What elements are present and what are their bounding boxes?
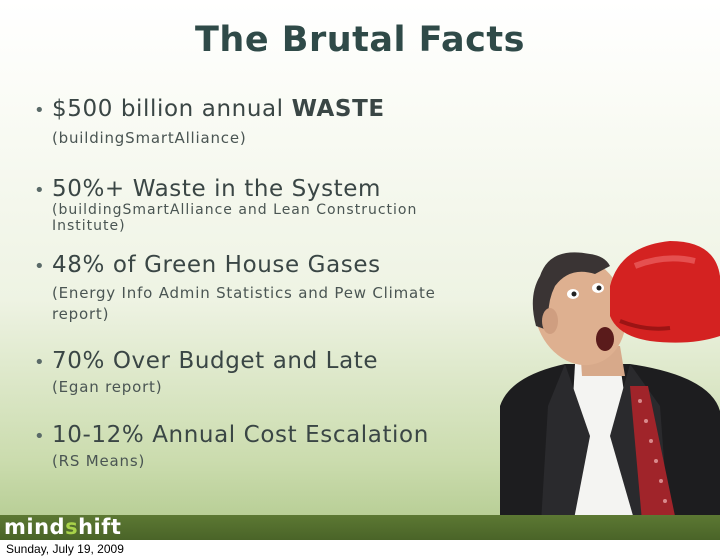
bullet-source: (buildingSmartAlliance and Lean Construc… [52, 202, 418, 234]
bullet-dot: • [34, 256, 45, 277]
slide-title: The Brutal Facts [195, 20, 525, 60]
bullet-dot: • [34, 352, 45, 373]
logo-text-part: hift [78, 515, 122, 539]
bullet-source: (Egan report) [52, 378, 163, 396]
bullet-dot: • [34, 100, 45, 121]
logo-text-part: mind [4, 515, 66, 539]
bullet-main-text: 50%+ Waste in the System [52, 176, 382, 202]
bullet-waste: • $500 billion annual WASTE (buildingSma… [34, 96, 385, 149]
bullet-greenhouse: • 48% of Green House Gases (Energy Info … [34, 252, 454, 325]
bullet-source: (Energy Info Admin Statistics and Pew Cl… [52, 284, 436, 323]
bullet-main-text: 10-12% Annual Cost Escalation [52, 422, 429, 448]
slide: The Brutal Facts • $500 billion annual W… [0, 0, 720, 540]
bullet-source: (buildingSmartAlliance) [52, 129, 247, 147]
bullet-dot: • [34, 180, 45, 201]
bullet-main-strong: WASTE [291, 96, 385, 122]
boxer-punch-photo [500, 241, 720, 540]
footer-band: mindshift [0, 515, 720, 540]
bullet-dot: • [34, 426, 45, 447]
footer-date: Sunday, July 19, 2009 [6, 542, 124, 556]
bullet-main-text: $500 billion annual [52, 96, 292, 122]
logo-text-accent: s [65, 515, 79, 539]
bullet-budget: • 70% Over Budget and Late (Egan report) [34, 348, 378, 398]
bullet-main-text: 48% of Green House Gases [52, 252, 381, 278]
bullet-main-text: 70% Over Budget and Late [52, 348, 379, 374]
bullet-escalation: • 10-12% Annual Cost Escalation (RS Mean… [34, 422, 429, 472]
bullet-system-waste: • 50%+ Waste in the System (buildingSmar… [34, 176, 464, 234]
bullet-source: (RS Means) [52, 452, 146, 470]
mindshift-logo: mindshift [4, 515, 121, 540]
